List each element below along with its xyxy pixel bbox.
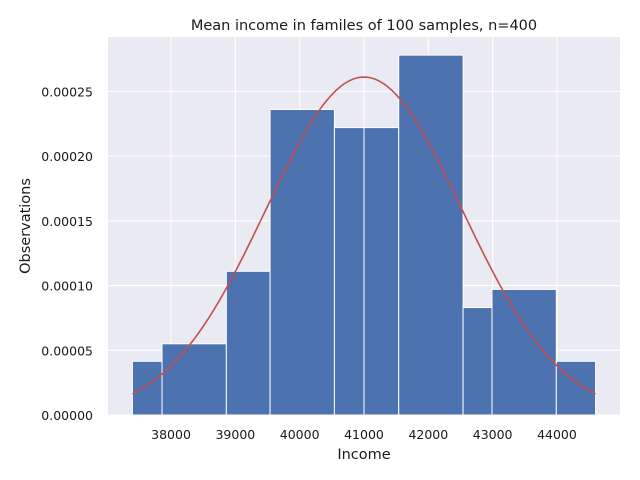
x-tick-label: 41000 — [344, 427, 384, 442]
y-tick-label: 0.00000 — [41, 408, 93, 423]
chart-title: Mean income in familes of 100 samples, n… — [191, 18, 537, 34]
x-tick-label: 44000 — [537, 427, 577, 442]
y-tick-label: 0.00020 — [41, 149, 93, 164]
density-curve — [132, 76, 596, 395]
histogram-bar — [398, 54, 464, 416]
y-tick-label: 0.00010 — [41, 279, 93, 294]
x-tick-label: 39000 — [215, 427, 255, 442]
y-tick-label: 0.00025 — [41, 84, 93, 99]
histogram-bar — [161, 343, 227, 416]
y-tick-label: 0.00015 — [41, 214, 93, 229]
histogram-bar — [462, 307, 493, 416]
y-axis-label: Observations — [18, 178, 34, 274]
histogram-bar — [269, 108, 335, 416]
histogram-bar — [491, 288, 557, 416]
histogram-bar — [333, 127, 365, 416]
x-tick-labels: 38000 39000 40000 41000 42000 43000 44000 — [151, 427, 577, 442]
histogram-bar — [555, 360, 597, 416]
histogram-bar — [225, 270, 271, 416]
x-tick-label: 38000 — [151, 427, 191, 442]
x-tick-label: 40000 — [280, 427, 320, 442]
x-tick-label: 43000 — [473, 427, 513, 442]
x-tick-label: 42000 — [408, 427, 448, 442]
histogram-bar — [363, 127, 400, 416]
histogram-bar — [131, 360, 163, 416]
y-tick-label: 0.00005 — [41, 343, 93, 358]
x-axis-label: Income — [337, 447, 390, 463]
histogram-bars — [131, 54, 597, 416]
y-tick-labels: 0.00000 0.00005 0.00010 0.00015 0.00020 0.000… — [41, 84, 93, 423]
